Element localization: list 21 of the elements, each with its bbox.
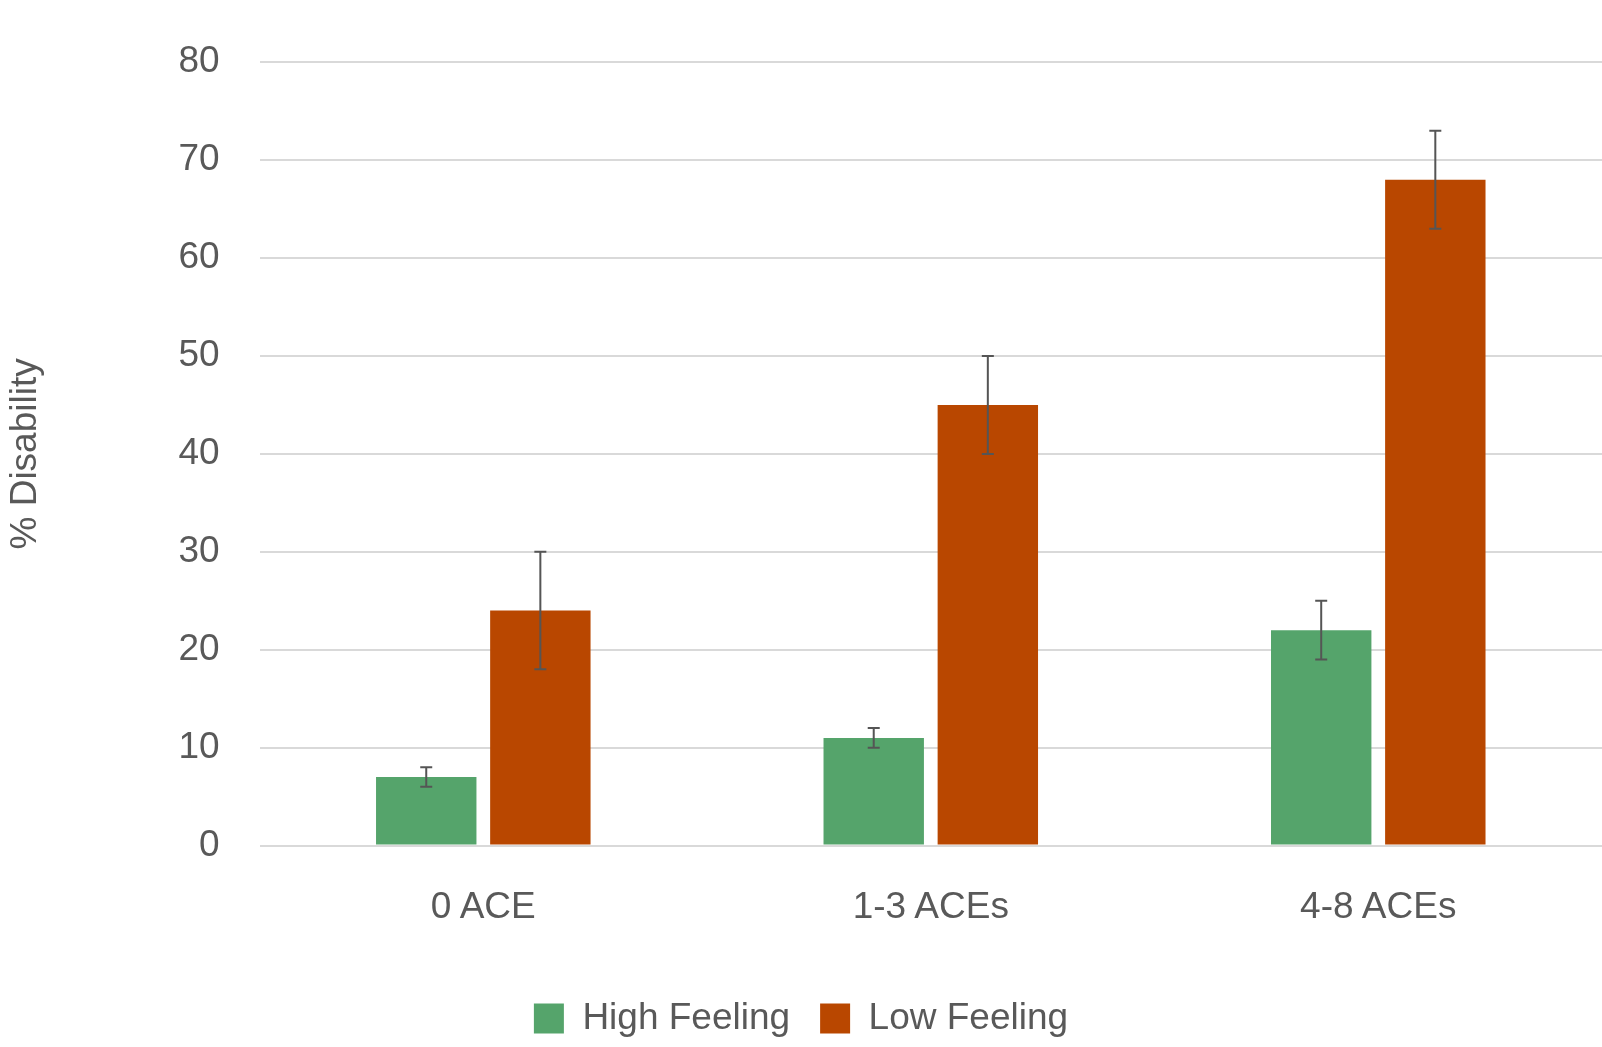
y-tick-label: 70	[178, 137, 220, 179]
y-tick-label: 80	[178, 39, 220, 81]
y-tick-label: 10	[178, 724, 220, 766]
bar	[823, 737, 924, 845]
x-tick-label: 4-8 ACEs	[1300, 885, 1457, 926]
legend-label: Low Feeling	[868, 995, 1069, 1037]
y-tick-label: 0	[198, 822, 220, 864]
bar	[490, 610, 591, 845]
x-tick-label: 1-3 ACEs	[852, 885, 1009, 926]
bar	[1271, 630, 1372, 845]
legend-label: High Feeling	[582, 995, 791, 1037]
y-tick-label: 30	[178, 529, 220, 571]
y-tick-label: 50	[178, 333, 220, 375]
bar	[1385, 179, 1486, 845]
y-tick-label: 60	[178, 235, 220, 277]
y-tick-label: 20	[178, 626, 220, 668]
bar	[376, 777, 477, 845]
x-tick-label: 0 ACE	[430, 885, 536, 926]
y-axis-title: % Disability	[3, 357, 45, 550]
y-tick-label: 40	[178, 431, 220, 473]
bar	[937, 404, 1039, 845]
